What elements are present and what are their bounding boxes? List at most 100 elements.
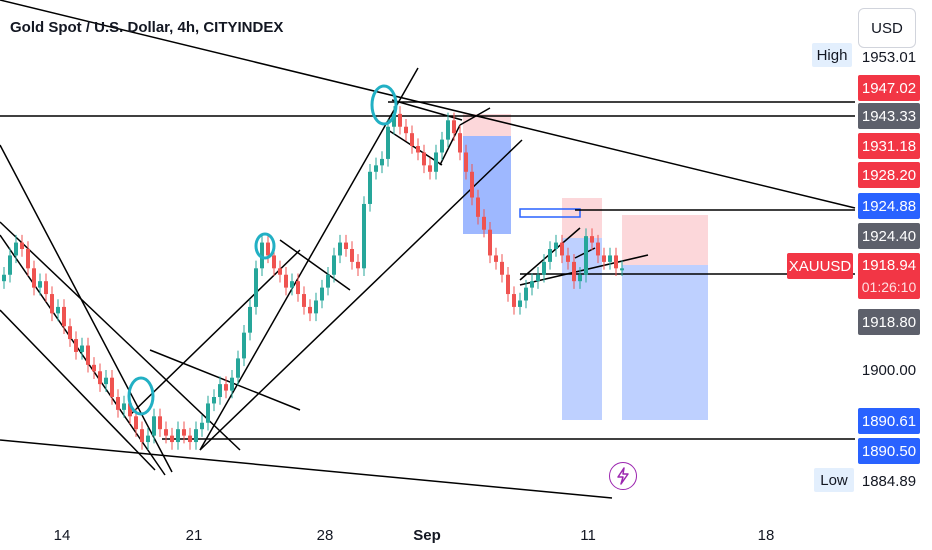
candle-body (296, 281, 300, 295)
candle-body (584, 236, 588, 275)
candle-body (230, 377, 234, 391)
candle-body (518, 300, 522, 307)
candle-body (32, 268, 36, 288)
x-tick-label: 14 (53, 527, 71, 544)
candle-body (254, 268, 258, 307)
candle-body (614, 255, 618, 269)
candle-body (146, 435, 150, 443)
candle-body (308, 306, 312, 314)
order-box (519, 208, 581, 218)
trend-line (199, 67, 419, 451)
candle-body (554, 242, 558, 250)
candle-body (134, 416, 138, 430)
candle-body (14, 242, 18, 256)
candle-body (20, 242, 24, 250)
candle-body (110, 377, 114, 398)
candle-body (170, 435, 174, 443)
candle-body (338, 242, 342, 256)
candle-body (590, 236, 594, 243)
x-tick-label: 18 (757, 527, 775, 544)
candle-body (86, 345, 90, 365)
price-label: 1943.33 (858, 103, 920, 129)
candle-body (380, 158, 384, 166)
price-label: 1947.02 (858, 75, 920, 101)
trend-line (129, 249, 301, 416)
candle-body (422, 152, 426, 166)
trend-line (0, 221, 241, 451)
candle-body (494, 255, 498, 262)
candle-body (374, 165, 378, 172)
price-label: 1884.89 (861, 472, 917, 490)
price-label: 1890.61 (858, 408, 920, 434)
candle-body (62, 306, 66, 327)
candle-body (536, 274, 540, 282)
stop-zone (562, 198, 602, 238)
lightning-icon[interactable] (609, 462, 637, 490)
trend-line (439, 124, 461, 166)
price-label: 1928.20 (858, 162, 920, 188)
current-price: 1918.94 (861, 257, 917, 274)
candle-body (326, 274, 330, 288)
trend-line (0, 439, 613, 499)
candle-body (248, 306, 252, 333)
candle-body (284, 274, 288, 288)
candle-body (314, 300, 318, 314)
trend-line (199, 139, 523, 451)
currency-button[interactable]: USD (858, 8, 916, 48)
stop-zone (463, 114, 511, 136)
candle-body (68, 326, 72, 340)
circle-marker (127, 376, 155, 416)
candle-body (8, 255, 12, 275)
candle-body (200, 422, 204, 430)
bar-countdown: 01:26:10 (861, 279, 917, 295)
trend-line (149, 349, 301, 411)
candle-body (362, 203, 366, 269)
price-label: 1931.18 (858, 133, 920, 159)
price-label: 1953.01 (861, 52, 917, 66)
target-zone (622, 265, 708, 420)
candle-body (404, 126, 408, 134)
candle-body (470, 171, 474, 198)
candle-body (440, 139, 444, 153)
current-price-label: 1918.94 01:26:10 (858, 253, 920, 299)
candle-body (50, 294, 54, 314)
candle-body (212, 397, 216, 404)
candle-body (278, 268, 282, 275)
candle-body (224, 384, 228, 391)
candle-body (392, 113, 396, 127)
candle-body (260, 242, 264, 269)
lightning-glyph (617, 467, 629, 485)
price-label: 1918.80 (858, 309, 920, 335)
candle-body (482, 216, 486, 230)
candle-body (488, 229, 492, 256)
candle-body (152, 416, 156, 436)
trend-line (279, 239, 351, 291)
candle-body (620, 268, 624, 271)
trend-lines (0, 0, 856, 499)
trend-line (387, 129, 443, 166)
candle-body (572, 261, 576, 282)
price-label: 1890.50 (858, 438, 920, 464)
trend-line (0, 309, 156, 471)
trend-line (459, 107, 491, 126)
candle-body (182, 429, 186, 436)
candle-body (560, 242, 564, 256)
candle-body (236, 358, 240, 378)
candle-body (578, 274, 582, 282)
candle-body (350, 249, 354, 262)
candle-body (128, 403, 132, 417)
candle-body (542, 261, 546, 275)
candlesticks (2, 106, 624, 450)
candle-body (206, 403, 210, 423)
candle-body (44, 281, 48, 295)
candle-body (140, 429, 144, 443)
low-label: Low (814, 468, 854, 492)
candle-body (500, 261, 504, 275)
symbol-tag: XAUUSD (787, 253, 853, 279)
candle-body (452, 120, 456, 134)
candle-body (266, 242, 270, 256)
chart-title: Gold Spot / U.S. Dollar, 4h, CITYINDEX (10, 19, 284, 36)
target-zone (562, 238, 602, 420)
candle-body (272, 255, 276, 269)
